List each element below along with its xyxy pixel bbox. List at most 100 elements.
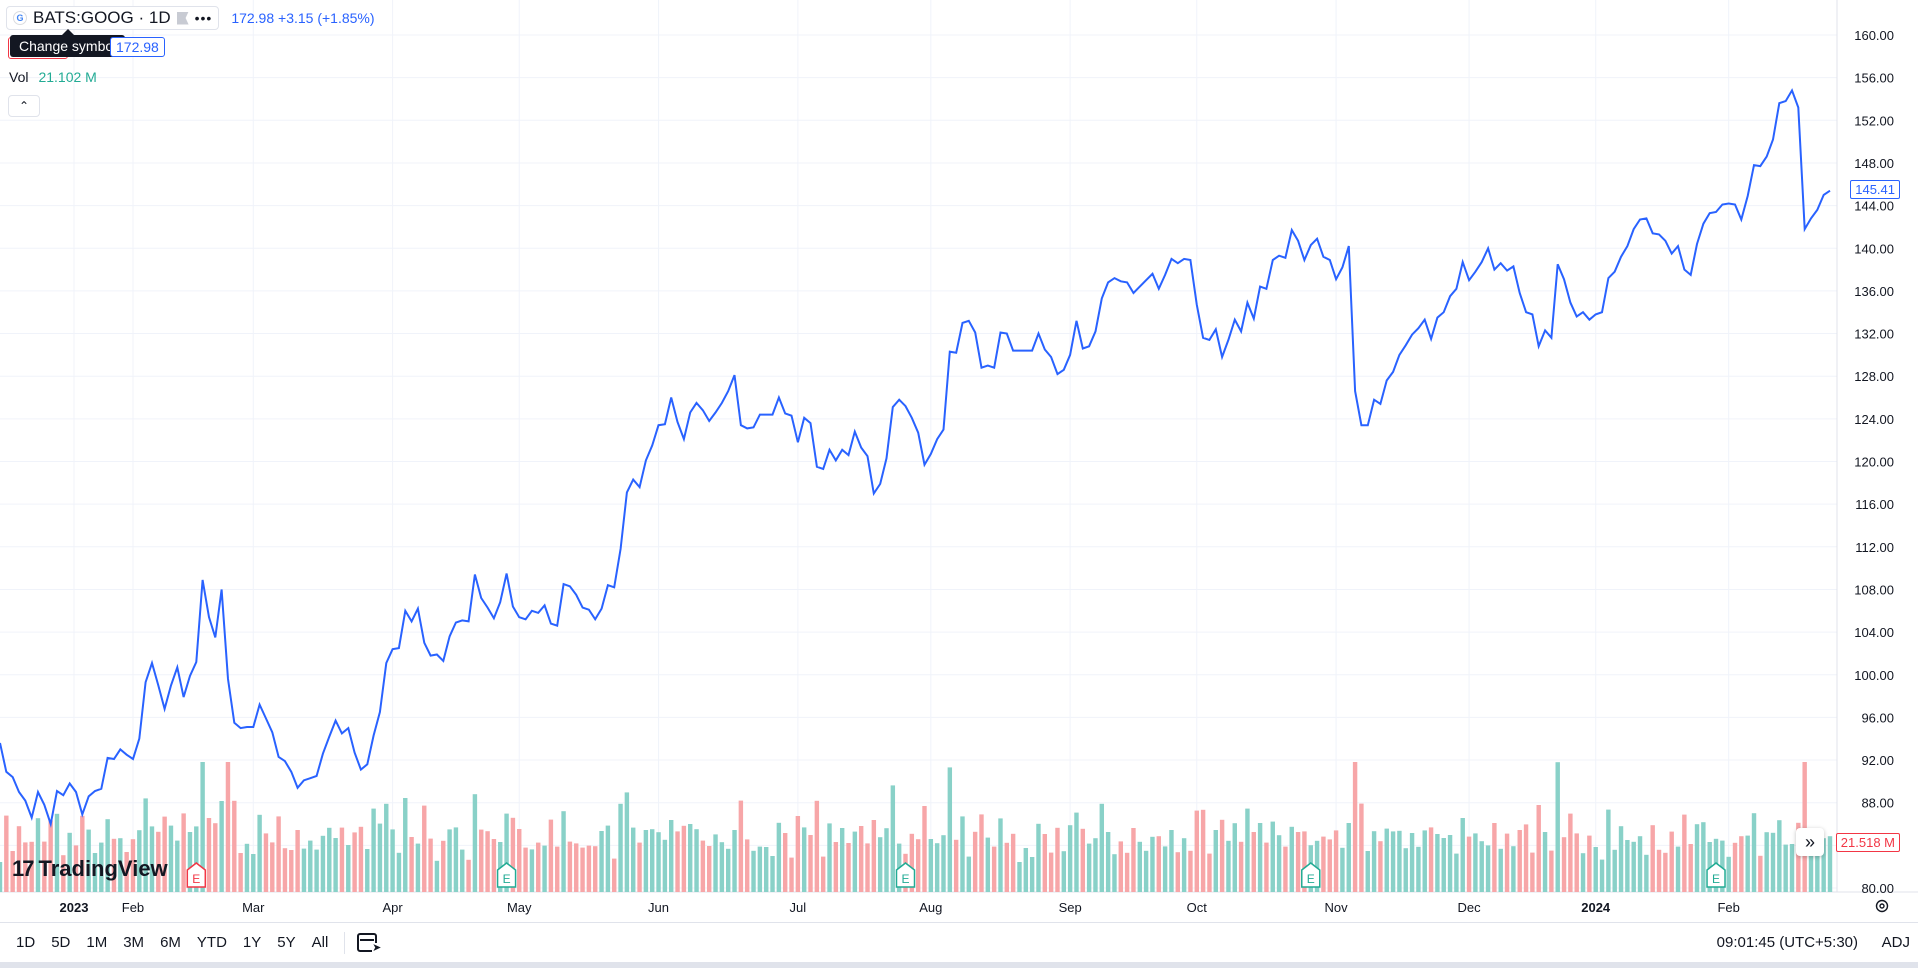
last-price: 172.98 +3.15 (+1.85%) xyxy=(231,10,375,26)
volume-bar xyxy=(479,829,484,892)
range-button-1y[interactable]: 1Y xyxy=(242,934,262,951)
volume-bar xyxy=(1118,841,1124,892)
volume-bar xyxy=(73,845,79,892)
gear-icon[interactable] xyxy=(1874,898,1890,914)
earnings-marker[interactable]: E xyxy=(1301,862,1321,888)
range-button-3m[interactable]: 3M xyxy=(123,934,145,951)
range-button-5y[interactable]: 5Y xyxy=(277,934,296,951)
volume-bar xyxy=(1694,824,1700,892)
volume-bar xyxy=(1777,820,1782,892)
volume-bar xyxy=(1796,822,1801,892)
volume-bar xyxy=(244,843,250,892)
volume-bar xyxy=(1131,828,1136,892)
volume-bar xyxy=(1454,853,1459,892)
volume-bar xyxy=(827,823,832,892)
volume-bar xyxy=(428,838,433,892)
volume-bar xyxy=(1156,836,1161,892)
volume-bar xyxy=(915,839,921,892)
earnings-marker[interactable]: E xyxy=(496,862,517,888)
volume-bar xyxy=(441,840,446,892)
y-tick-label: 144.00 xyxy=(1854,199,1894,214)
double-chevron-right-icon[interactable]: » xyxy=(1796,828,1824,856)
time-readout[interactable]: 09:01:45 (UTC+5:30) xyxy=(1716,934,1858,951)
svg-text:E: E xyxy=(901,872,909,886)
volume-bar xyxy=(289,850,294,892)
volume-bar xyxy=(738,800,744,892)
y-tick-label: 112.00 xyxy=(1855,540,1894,555)
volume-bar xyxy=(447,829,452,892)
volume-bar xyxy=(1067,825,1073,892)
volume-bar xyxy=(631,827,636,892)
symbol-selector[interactable]: G BATS:GOOG · 1D ••• xyxy=(6,6,220,30)
volume-bar xyxy=(953,839,959,892)
svg-text:E: E xyxy=(1307,872,1315,886)
volume-bar xyxy=(29,841,34,892)
google-logo-icon: G xyxy=(13,11,27,25)
volume-bar xyxy=(339,827,345,892)
volume-bar xyxy=(137,830,142,892)
volume-bar xyxy=(1688,844,1693,892)
volume-bar xyxy=(1593,847,1598,892)
change-symbol-tooltip: Change symbol xyxy=(10,29,126,57)
volume-bar xyxy=(206,818,212,892)
volume-bar xyxy=(396,852,402,892)
earnings-marker[interactable]: E xyxy=(895,862,916,888)
x-tick-label: 2023 xyxy=(60,900,89,915)
range-button-all[interactable]: All xyxy=(311,934,329,951)
chevron-up-icon[interactable]: ⌃ xyxy=(8,95,40,117)
price-tag[interactable]: 172.98 xyxy=(110,37,165,57)
volume-bar xyxy=(168,825,174,892)
range-button-6m[interactable]: 6M xyxy=(160,934,181,951)
volume-bar xyxy=(605,825,611,892)
volume-bar xyxy=(871,820,877,892)
flag-icon[interactable] xyxy=(176,11,189,25)
volume-bar xyxy=(1549,850,1554,892)
x-tick-label: May xyxy=(507,900,532,915)
tradingview-logo[interactable]: 17 TradingView xyxy=(12,856,168,882)
range-button-5d[interactable]: 5D xyxy=(51,934,71,951)
volume-bar xyxy=(998,818,1003,892)
range-button-1d[interactable]: 1D xyxy=(16,934,36,951)
volume-bar xyxy=(1169,830,1174,892)
volume-bar xyxy=(1783,844,1788,892)
y-tick-label: 156.00 xyxy=(1854,71,1894,86)
volume-bar xyxy=(1371,831,1377,892)
y-tick-label: 88.00 xyxy=(1861,796,1894,811)
volume-bar xyxy=(877,837,883,892)
chart-canvas[interactable]: E E E E E 160.00 156.00 152.00 148.00 144.00 140.… xyxy=(0,0,1918,922)
volume-bar xyxy=(181,813,186,892)
volume-bar xyxy=(1029,857,1035,892)
volume-bar xyxy=(1821,838,1826,892)
volume-bar xyxy=(1568,813,1573,892)
volume-bar xyxy=(1808,848,1814,892)
volume-bar xyxy=(1523,824,1529,892)
calendar-goto-icon[interactable]: ➤ xyxy=(357,933,382,954)
x-tick-label: Feb xyxy=(122,900,144,915)
volume-bar xyxy=(1188,850,1193,892)
volume-bar xyxy=(491,839,497,892)
more-dots-icon[interactable]: ••• xyxy=(194,10,213,26)
symbol-title[interactable]: BATS:GOOG · 1D xyxy=(33,8,171,27)
price-axis[interactable]: 160.00 156.00 152.00 148.00 144.00 140.00 136.… xyxy=(1854,28,1894,896)
range-button-ytd[interactable]: YTD xyxy=(196,934,227,951)
adj-button[interactable]: ADJ xyxy=(1881,934,1910,951)
volume-bar xyxy=(1675,846,1681,892)
volume-bar xyxy=(884,828,889,892)
volume-bar xyxy=(1010,833,1016,892)
volume-bar xyxy=(1466,836,1472,892)
volume-bar xyxy=(833,842,839,892)
volume-bar xyxy=(1416,846,1421,892)
volume-bar xyxy=(687,824,693,892)
volume-bar xyxy=(795,816,801,892)
volume-bar xyxy=(1036,823,1041,892)
earnings-marker[interactable]: E xyxy=(1706,862,1726,888)
range-button-1m[interactable]: 1M xyxy=(86,934,108,951)
earnings-marker[interactable]: E xyxy=(186,862,207,888)
volume-bar xyxy=(852,831,858,892)
time-axis[interactable]: 2023 Feb Mar Apr May Jun Jul Aug Sep Oct Nov Dec 202… xyxy=(60,900,1740,915)
volume-bar xyxy=(858,826,864,892)
volume-bar xyxy=(225,762,231,892)
volume-bar xyxy=(1618,826,1624,892)
range-buttons: 1D 5D 1M 3M 6M YTD 1Y 5Y All xyxy=(8,930,336,955)
